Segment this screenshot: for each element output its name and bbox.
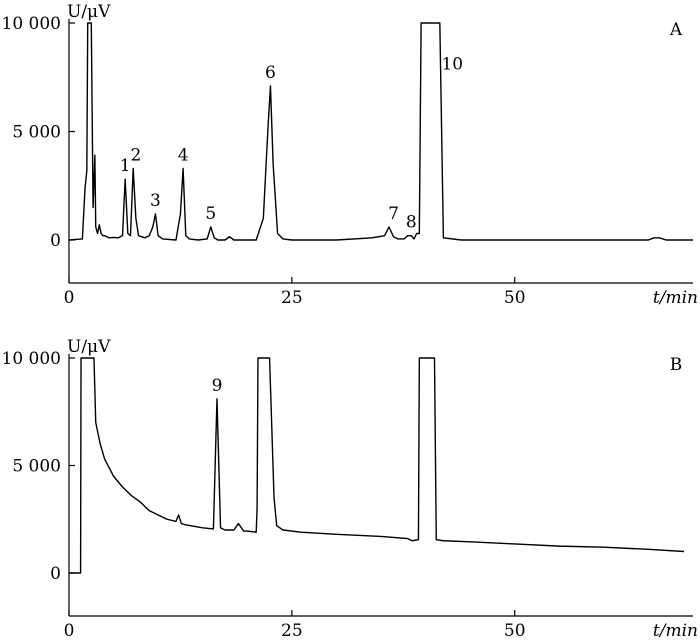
y-tick-label: 5 000 bbox=[12, 123, 61, 143]
y-tick-label: 0 bbox=[50, 231, 61, 251]
peak-label: 1 bbox=[120, 156, 131, 176]
peak-label: 8 bbox=[406, 213, 417, 233]
peak-label: 7 bbox=[388, 204, 399, 224]
chart-panel-b: 0 5 000 10 000 0 25 50 U/μV t/min B 9 bbox=[2, 337, 698, 641]
y-axis-label: U/μV bbox=[67, 2, 111, 22]
x-axis-label: t/min bbox=[653, 621, 698, 641]
chromatogram-trace bbox=[68, 22, 693, 241]
x-tick-label: 50 bbox=[504, 288, 526, 308]
x-tick-label: 50 bbox=[504, 621, 526, 641]
x-tick-label: 0 bbox=[64, 288, 75, 308]
peak-label: 2 bbox=[130, 145, 141, 165]
peak-label: 9 bbox=[212, 376, 223, 396]
chromatogram-trace bbox=[69, 357, 685, 574]
x-axis-label: t/min bbox=[653, 288, 698, 308]
y-tick-label: 10 000 bbox=[2, 14, 61, 34]
chart-panel-a: 0 5 000 10 000 0 25 50 U/μV t/min A 12 3 4 5 6 7 8 10 bbox=[2, 2, 698, 308]
x-tick-label: 0 bbox=[64, 621, 75, 641]
y-tick-label: 0 bbox=[50, 564, 61, 584]
x-tick-label: 25 bbox=[281, 288, 303, 308]
peak-label: 3 bbox=[150, 191, 161, 211]
peak-label: 6 bbox=[265, 63, 276, 83]
y-tick-label: 5 000 bbox=[12, 457, 61, 477]
panel-label: A bbox=[669, 20, 683, 40]
peak-label: 10 bbox=[441, 54, 463, 74]
y-tick-label: 10 000 bbox=[2, 349, 61, 369]
panel-label: B bbox=[670, 355, 683, 375]
x-tick-label: 25 bbox=[281, 621, 303, 641]
peak-label: 5 bbox=[205, 204, 216, 224]
y-axis-label: U/μV bbox=[67, 337, 111, 357]
peak-label: 4 bbox=[178, 145, 189, 165]
